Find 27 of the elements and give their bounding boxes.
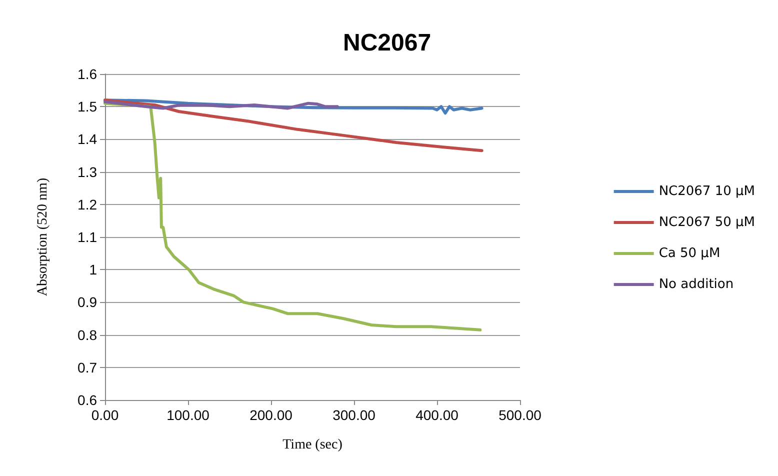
x-tick-label: 400.00 [416, 407, 459, 423]
line-series [104, 98, 484, 152]
y-axis-title: Absorption (520 nm) [36, 178, 50, 296]
x-tick-label: 200.00 [250, 407, 293, 423]
x-axis-title: Time (sec) [282, 438, 343, 452]
x-tick-label: 500.00 [498, 407, 542, 423]
legend-label: NC2067 10 μM [658, 184, 756, 199]
y-tick-label: 1 [89, 262, 98, 278]
legend-label: No addition [658, 277, 734, 292]
legend-label: NC2067 50 μM [658, 215, 756, 230]
y-tick-label: 1.1 [78, 229, 98, 245]
y-tick-label: 0.7 [78, 359, 98, 376]
y-tick-label: 0.8 [78, 326, 98, 343]
y-tick-label: 0.6 [78, 392, 98, 408]
y-tick-label: 1.2 [78, 196, 98, 212]
y-tick-label: 0.9 [78, 294, 98, 310]
y-tick-label: 1.5 [78, 98, 98, 115]
line-series [104, 102, 482, 332]
chart-title: NC2067 [343, 30, 432, 56]
x-tick-label: 100.00 [166, 407, 210, 423]
legend-label: Ca 50 μM [658, 246, 720, 261]
y-tick-label: 1.3 [78, 164, 98, 180]
line-series [104, 100, 339, 110]
x-tick-label: 300.00 [332, 407, 376, 423]
y-tick-label: 1.6 [78, 66, 98, 82]
x-tick-label: 0.00 [91, 407, 119, 423]
y-tick-label: 1.4 [78, 131, 98, 148]
